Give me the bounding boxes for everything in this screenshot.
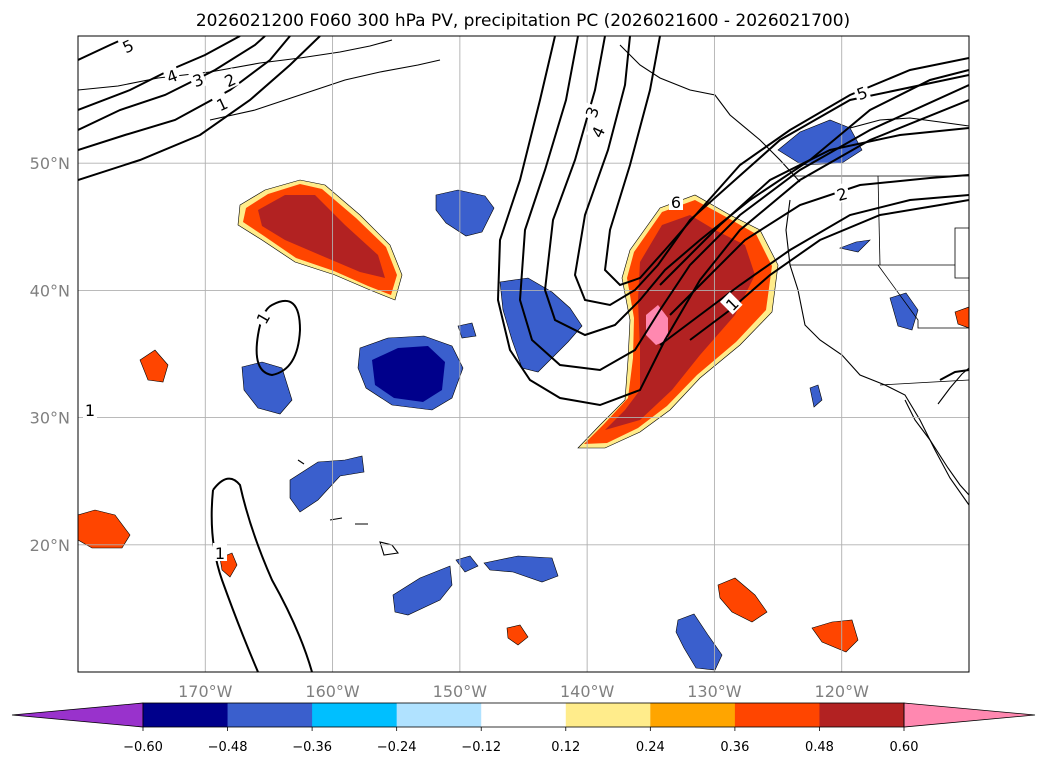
coastlines (78, 39, 969, 556)
precip-blob-negative (838, 239, 871, 253)
contour-label: 5 (852, 81, 872, 104)
contour-label: 1 (211, 91, 232, 115)
contour-label: 5 (117, 36, 138, 57)
precip-blob-negative (483, 555, 559, 583)
colorbar-extend-under (11, 702, 144, 728)
precip-blob-negative (392, 565, 453, 616)
colorbar-tick-label: 0.12 (551, 740, 580, 755)
pv-contour (78, 36, 266, 131)
colorbar-bin (481, 703, 567, 727)
pv-contour (496, 36, 969, 407)
precip-blob-positive (258, 195, 385, 278)
pv-contour (659, 194, 969, 346)
pv-contour (603, 36, 969, 287)
precip-blob-negative (241, 361, 293, 415)
lon-tick-label: 170°W (178, 682, 233, 701)
lon-tick-label: 150°W (433, 682, 488, 701)
colorbar-tick-label: −0.36 (292, 740, 332, 755)
contour-label-text: 2 (835, 184, 850, 205)
contour-label: 6 (669, 192, 683, 212)
contour-label-text: 1 (85, 401, 95, 420)
colorbar: −0.60 −0.48 −0.36 −0.24 −0.12 0.12 0.24 0.36 0.4… (11, 702, 1036, 755)
colorbar-tick-label: −0.48 (208, 740, 248, 755)
colorbar-tick-label: 0.36 (720, 740, 749, 755)
pv-contour (543, 36, 969, 337)
pv-contour (659, 127, 969, 286)
lon-axis: 170°W 160°W 150°W 140°W 130°W 120°W (178, 682, 869, 701)
pv-contour (573, 36, 969, 307)
lon-tick-label: 120°W (815, 682, 870, 701)
lat-tick-label: 30°N (30, 409, 70, 428)
precip-blob-positive (954, 306, 969, 329)
pv-contour (518, 36, 969, 372)
contour-label-text: 6 (671, 193, 681, 212)
contour-label-text: 1 (215, 544, 225, 563)
contour-label: 1 (83, 400, 97, 420)
precip-blob-negative (809, 384, 823, 408)
map-frame (77, 35, 970, 673)
pv-contour (78, 36, 321, 181)
contour-label: 2 (832, 182, 851, 205)
contour-label: 1 (213, 543, 227, 563)
chart-title: 2026021200 F060 300 hPa PV, precipitatio… (196, 11, 850, 31)
pv-contour (78, 36, 291, 151)
contour-label: 1 (250, 306, 274, 329)
colorbar-bin (396, 703, 482, 727)
colorbar-tick-label: 0.60 (890, 740, 919, 755)
colorbar-bin (650, 703, 736, 727)
lon-tick-label: 160°W (305, 682, 360, 701)
precip-blob-positive (78, 509, 131, 549)
precip-blob-negative (889, 292, 919, 331)
contour-label: 3 (188, 68, 208, 91)
colorbar-extend-over (903, 702, 1036, 728)
colorbar-tick-label: −0.12 (461, 740, 501, 755)
lon-tick-label: 130°W (687, 682, 742, 701)
pv-contour (210, 489, 259, 672)
colorbar-tick-label: 0.24 (636, 740, 665, 755)
contour-label: 2 (219, 67, 240, 91)
colorbar-bin (227, 703, 313, 727)
precip-blob-negative (675, 613, 723, 671)
pv-contour (669, 174, 969, 316)
precip-blob-positive (646, 305, 668, 345)
precip-blob-positive (811, 619, 859, 653)
precip-blob-negative (289, 455, 365, 513)
colorbar-bin (565, 703, 651, 727)
colorbar-bin (819, 703, 905, 727)
contour-label: 3 (580, 102, 603, 122)
state-borders (790, 175, 969, 386)
colorbar-tick-label: −0.60 (123, 740, 163, 755)
lon-tick-label: 140°W (560, 682, 615, 701)
pv-contour (939, 369, 969, 381)
pv-contour (212, 477, 313, 672)
colorbar-tick-label: −0.24 (377, 740, 417, 755)
precip-blob-negative (455, 555, 479, 573)
colorbar-tick-label: 0.48 (805, 740, 834, 755)
colorbar-bin (734, 703, 820, 727)
pv-contours (78, 36, 969, 672)
contour-label: 4 (585, 121, 609, 142)
precip-blob-negative (372, 346, 445, 402)
precip-blob-positive (139, 349, 169, 383)
lat-tick-label: 40°N (30, 281, 70, 300)
lat-tick-label: 20°N (30, 536, 70, 555)
precip-blob-negative (435, 189, 495, 237)
colorbar-bin (143, 703, 229, 727)
precip-blob-positive (506, 624, 529, 646)
colorbar-outline (142, 702, 905, 728)
contour-label: 4 (162, 64, 182, 87)
lat-axis: 50°N 40°N 30°N 20°N (30, 154, 70, 555)
precip-blob-negative (457, 322, 477, 339)
lat-tick-label: 50°N (30, 154, 70, 173)
precip-blob-positive (717, 577, 768, 623)
colorbar-bin (312, 703, 398, 727)
